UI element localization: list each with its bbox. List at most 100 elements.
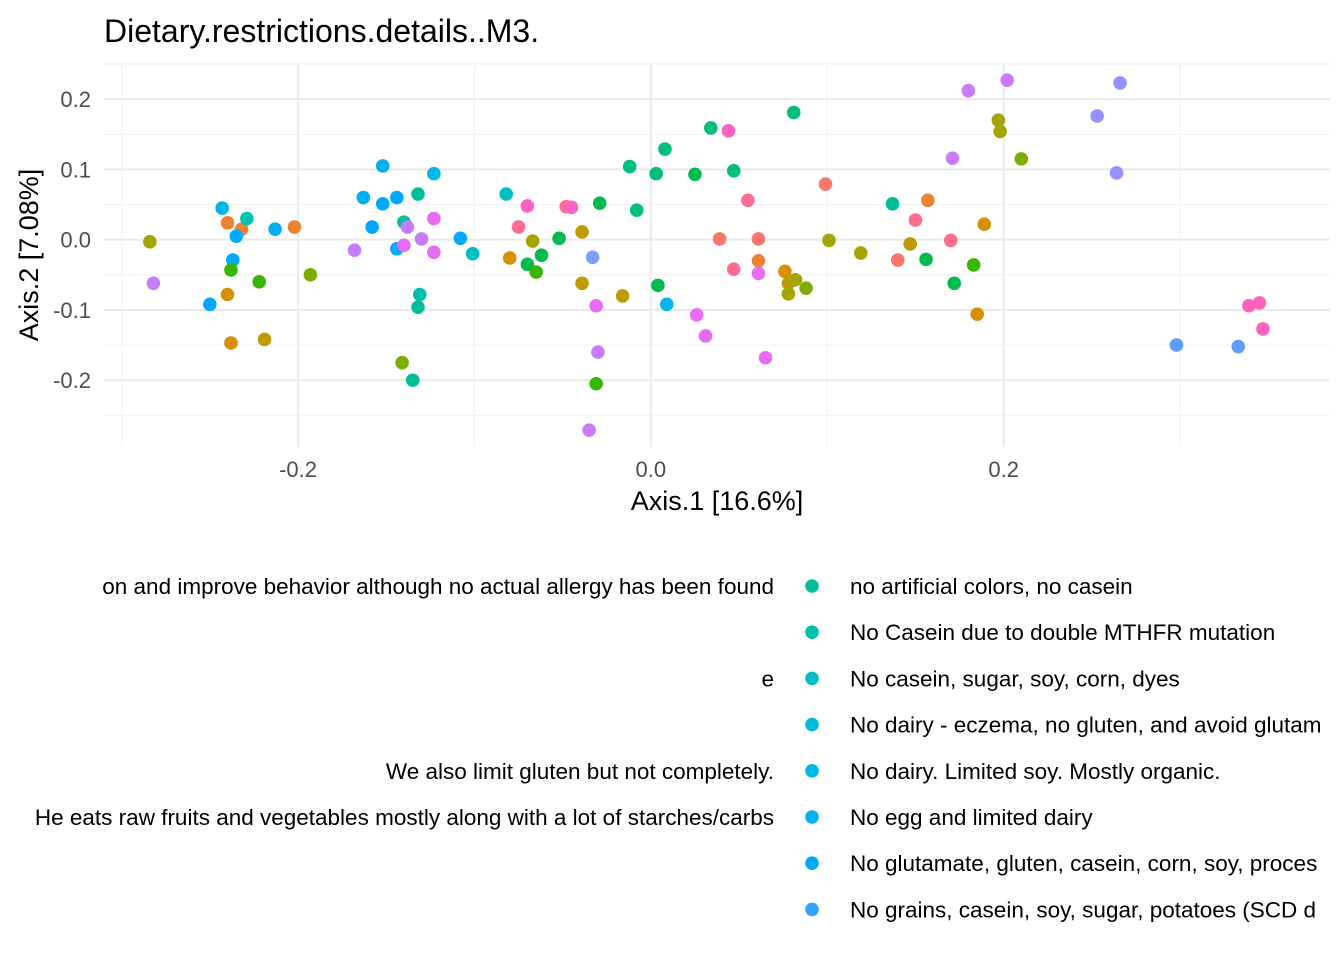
data-point [229, 229, 244, 243]
data-point [347, 243, 362, 258]
data-point [575, 225, 589, 239]
data-point [552, 231, 566, 246]
data-point [412, 287, 427, 302]
data-point [453, 231, 468, 246]
data-point [615, 289, 630, 303]
legend-label: No casein, sugar, soy, corn, dyes [850, 666, 1180, 691]
data-point [356, 190, 371, 205]
data-point [589, 376, 603, 391]
legend-item: on and improve behavior although no actu… [102, 574, 774, 599]
legend-label: on and improve behavior although no actu… [102, 574, 774, 599]
data-point [585, 250, 600, 265]
data-points [143, 73, 1270, 437]
data-point [977, 217, 992, 232]
data-point [1090, 109, 1104, 123]
data-point [240, 211, 254, 226]
data-point [799, 281, 813, 295]
data-point [1242, 298, 1256, 313]
data-point [224, 336, 238, 350]
legend-key [805, 902, 819, 917]
data-point [885, 197, 900, 211]
legend-label: No grains, casein, soy, sugar, potatoes … [850, 897, 1316, 922]
legend-item: He eats raw fruits and vegetables mostly… [35, 805, 774, 830]
data-point [224, 263, 238, 277]
data-point [1000, 73, 1014, 87]
data-point [411, 187, 425, 201]
data-point [1252, 296, 1267, 310]
legend: on and improve behavior although no actu… [35, 574, 1322, 922]
data-point [659, 297, 674, 312]
grid-lines [104, 63, 1330, 447]
data-point [853, 246, 868, 260]
data-point [365, 220, 379, 234]
data-point [220, 216, 235, 230]
data-point [1109, 166, 1124, 180]
data-point [592, 196, 607, 210]
data-point [529, 265, 543, 279]
data-point [427, 211, 441, 226]
data-point [143, 234, 157, 249]
data-point [658, 142, 672, 156]
legend-label: No egg and limited dairy [850, 805, 1093, 830]
data-point [891, 253, 905, 267]
legend-item: No grains, casein, soy, sugar, potatoes … [805, 897, 1316, 922]
legend-label: No glutamate, gluten, casein, corn, soy,… [850, 851, 1317, 876]
legend-item: No casein, sugar, soy, corn, dyes [805, 666, 1180, 691]
data-point [303, 268, 318, 282]
legend-key [805, 579, 819, 593]
data-point [427, 245, 441, 260]
data-point [629, 203, 644, 217]
x-axis-ticks: -0.2 0.0 0.2 [279, 457, 1019, 482]
data-point [651, 278, 665, 293]
data-point [786, 105, 801, 120]
legend-key [805, 625, 819, 639]
data-point [502, 251, 517, 265]
data-point [575, 276, 589, 291]
x-axis-title: Axis.1 [16.6%] [631, 486, 804, 516]
data-point [921, 193, 935, 208]
data-point [1231, 339, 1246, 354]
data-point [908, 213, 923, 227]
data-point [499, 187, 513, 201]
data-point [146, 276, 161, 291]
y-tick-label: 0.2 [60, 87, 91, 112]
data-point [778, 264, 792, 279]
data-point [1256, 322, 1270, 336]
data-point [1169, 338, 1184, 352]
data-point [215, 201, 229, 215]
data-point [511, 220, 526, 234]
y-axis-title: Axis.2 [7.08%] [14, 169, 44, 342]
data-point [203, 297, 217, 312]
x-tick-label: 0.0 [636, 457, 667, 482]
data-point [220, 287, 235, 302]
data-point [741, 193, 755, 208]
data-point [534, 248, 549, 262]
data-point [375, 159, 390, 173]
data-point [721, 123, 736, 138]
y-tick-label: -0.2 [53, 368, 91, 393]
data-point [781, 287, 796, 301]
data-point [252, 275, 267, 289]
data-point [287, 220, 302, 234]
data-point [268, 222, 282, 236]
data-point [582, 423, 596, 437]
legend-label: We also limit gluten but not completely. [386, 759, 774, 784]
legend-item: No egg and limited dairy [805, 805, 1093, 830]
data-point [751, 253, 766, 268]
data-point [818, 177, 833, 191]
legend-key [805, 671, 819, 686]
legend-item: No dairy - eczema, no gluten, and avoid … [805, 713, 1322, 738]
data-point [993, 124, 1007, 139]
legend-label: No dairy. Limited soy. Mostly organic. [850, 759, 1221, 784]
data-point [395, 355, 409, 370]
legend-label: He eats raw fruits and vegetables mostly… [35, 805, 774, 830]
y-tick-label: 0.0 [60, 228, 91, 253]
data-point [712, 232, 727, 246]
chart-title: Dietary.restrictions.details..M3. [104, 13, 539, 49]
data-point [390, 190, 404, 205]
data-point [1113, 76, 1127, 90]
data-point [400, 220, 415, 234]
data-point [822, 233, 836, 248]
data-point [970, 307, 984, 321]
